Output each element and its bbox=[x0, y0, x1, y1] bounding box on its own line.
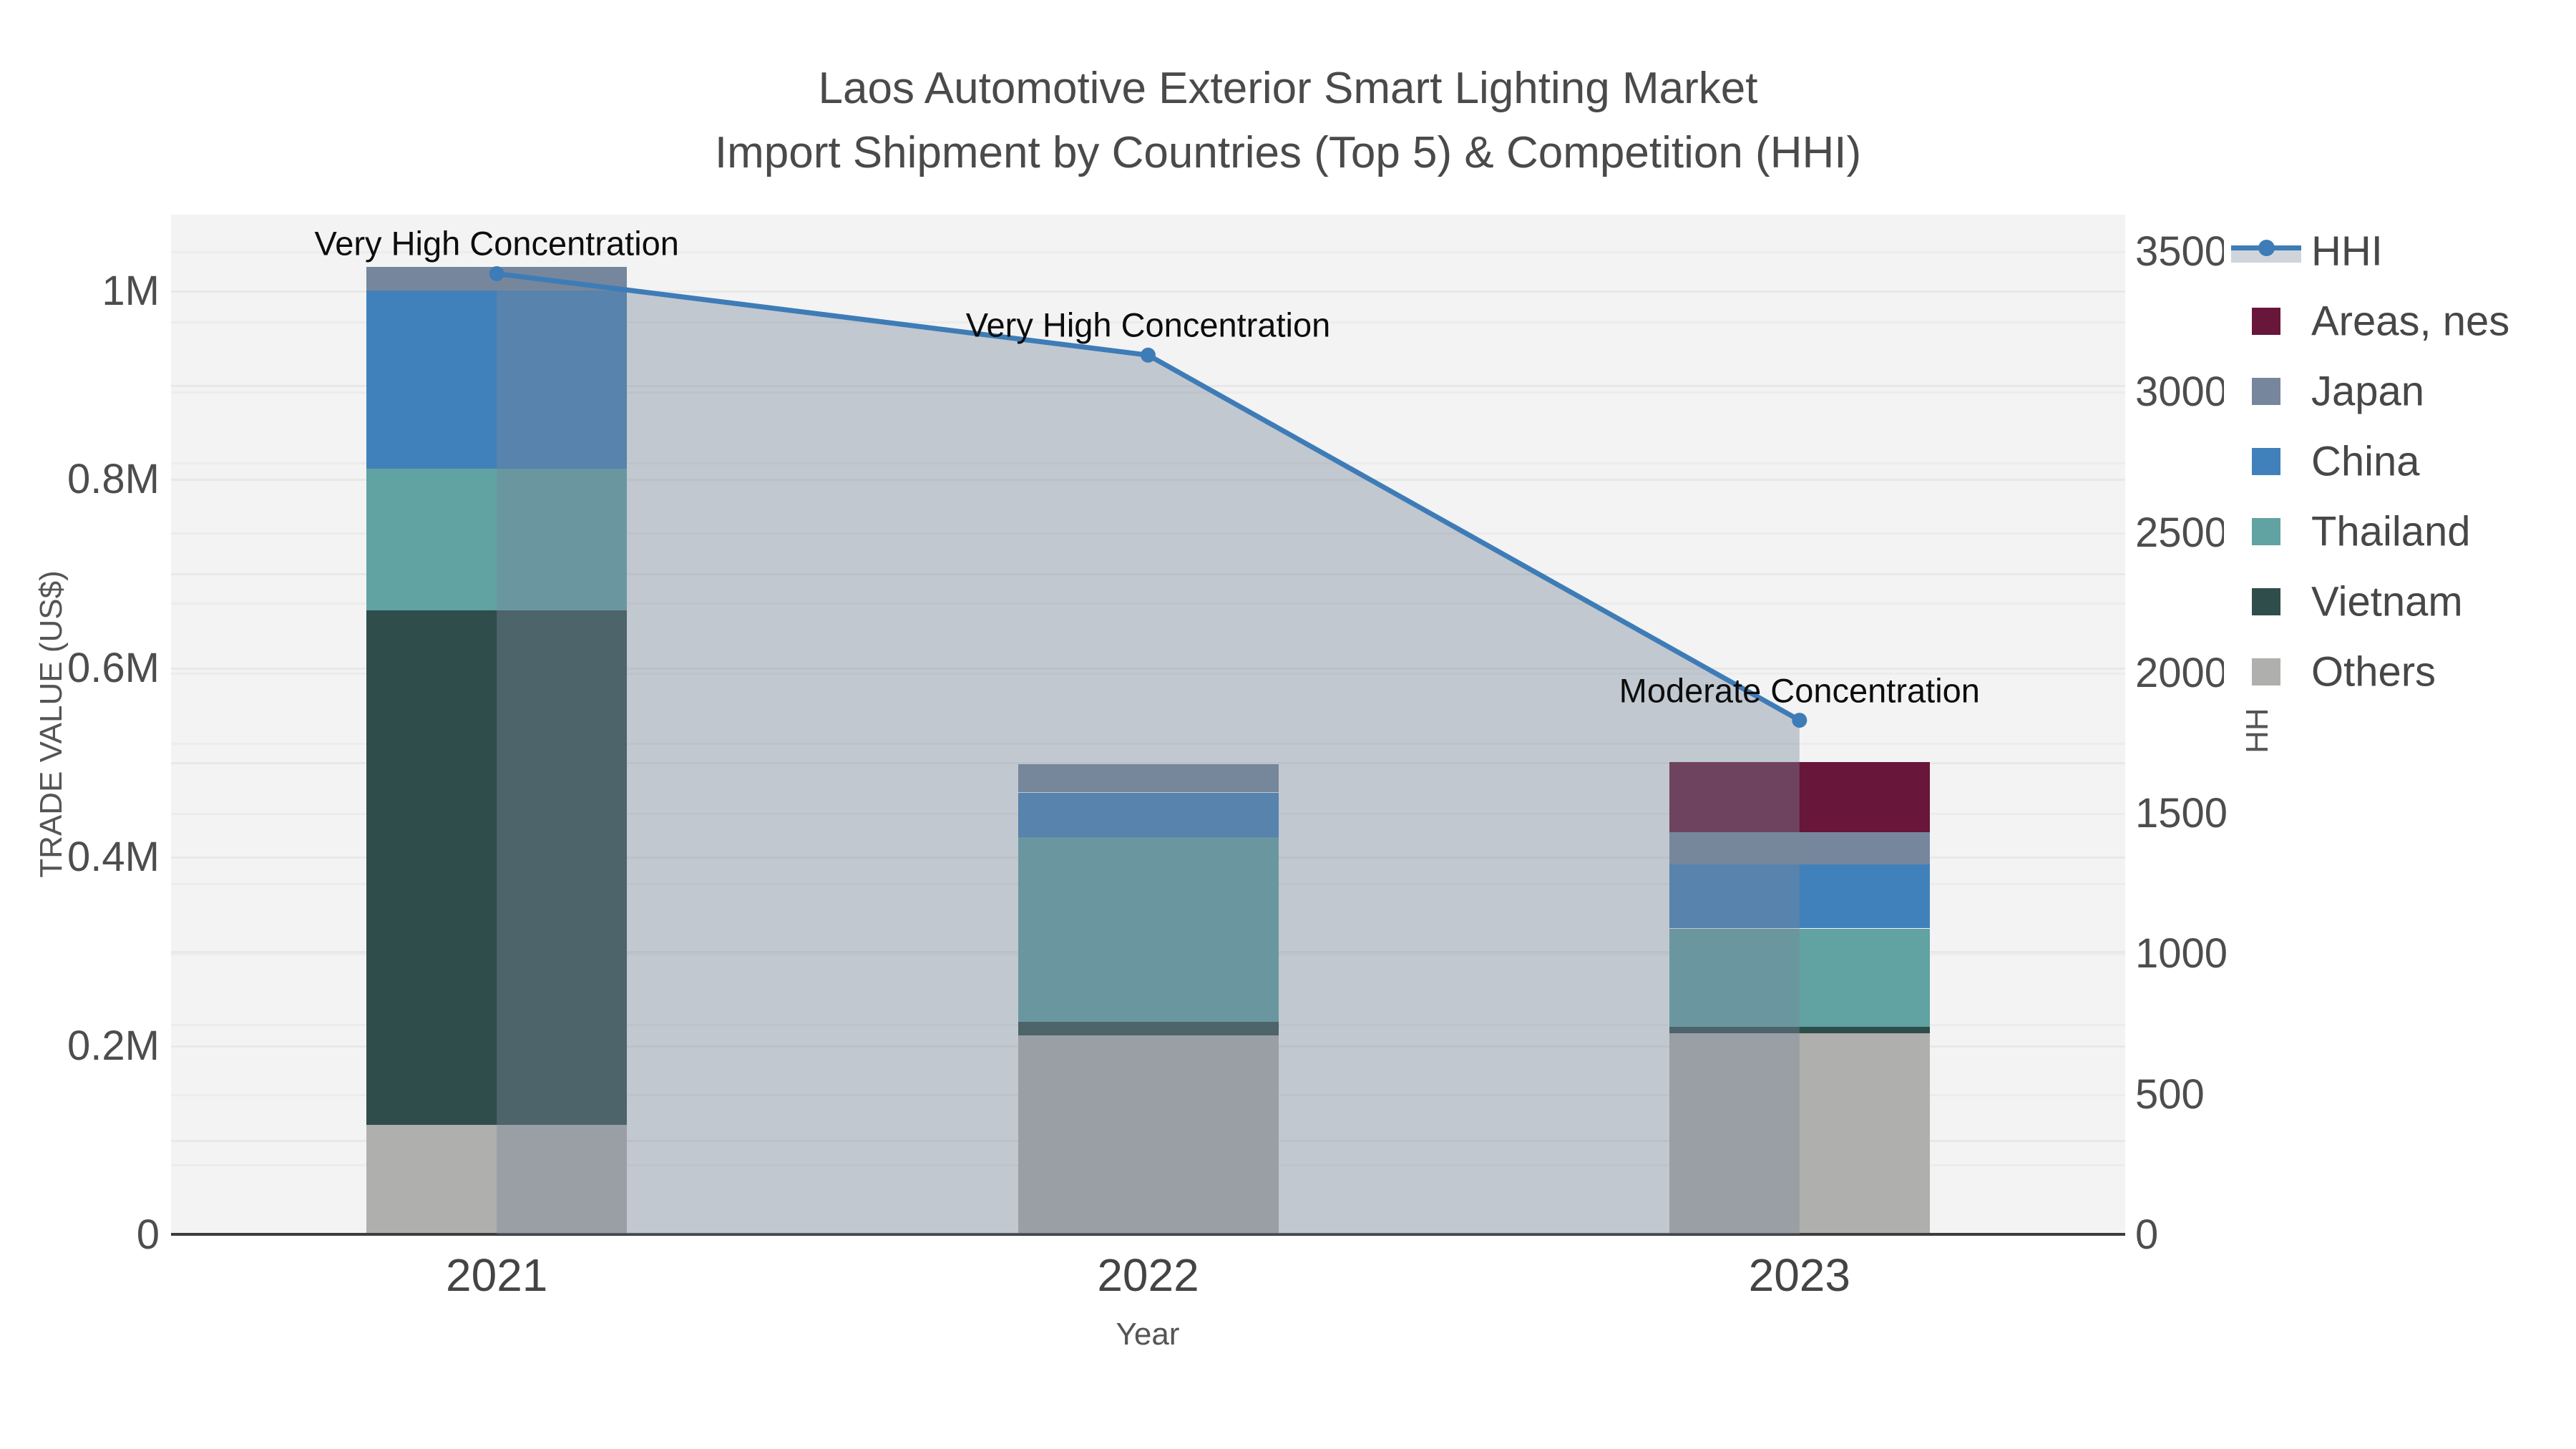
legend-label: Others bbox=[2311, 648, 2436, 696]
legend-swatch-icon bbox=[2252, 518, 2280, 545]
y-left-tick-label: 0 bbox=[136, 1211, 160, 1258]
chart-title-line2: Import Shipment by Countries (Top 5) & C… bbox=[714, 128, 1862, 177]
y-right-tick-label: 3000 bbox=[2135, 369, 2228, 416]
annotation-2022: Very High Concentration bbox=[965, 306, 1331, 344]
legend-label: Thailand bbox=[2311, 508, 2471, 555]
bar-2023-vietnam[interactable] bbox=[1669, 1026, 1930, 1033]
bar-2022-thailand[interactable] bbox=[1018, 836, 1279, 1023]
legend-label: Areas, nes bbox=[2311, 298, 2510, 345]
gridline bbox=[171, 762, 2125, 765]
x-tick-2023: 2023 bbox=[1748, 1249, 1850, 1301]
legend-label: Japan bbox=[2311, 368, 2425, 415]
legend-swatch-icon bbox=[2252, 378, 2280, 405]
x-tick-2022: 2022 bbox=[1097, 1249, 1199, 1301]
x-tick-2021: 2021 bbox=[446, 1249, 548, 1301]
bar-2021-others[interactable] bbox=[366, 1124, 628, 1234]
y-right-tick-label: 1500 bbox=[2135, 790, 2228, 837]
legend-item-thailand[interactable]: Thailand bbox=[2224, 497, 2576, 567]
gridline bbox=[171, 479, 2125, 482]
x-axis-line bbox=[171, 1233, 2125, 1236]
legend-item-hhi[interactable]: HHI bbox=[2224, 216, 2576, 286]
gridline bbox=[171, 668, 2125, 670]
bar-2022-others[interactable] bbox=[1018, 1035, 1279, 1234]
bar-2023-areas--nes[interactable] bbox=[1669, 762, 1930, 832]
chart-title-line1: Laos Automotive Exterior Smart Lighting … bbox=[818, 64, 1758, 113]
legend-swatch-icon bbox=[2252, 588, 2280, 615]
bar-2023-japan[interactable] bbox=[1669, 831, 1930, 864]
annotation-2021: Very High Concentration bbox=[314, 224, 679, 263]
hhi-marker-2022[interactable] bbox=[1141, 347, 1156, 363]
y-left-tick-label: 0.6M bbox=[67, 645, 160, 692]
x-axis-title: Year bbox=[1116, 1317, 1180, 1352]
annotation-2023: Moderate Concentration bbox=[1619, 671, 1980, 710]
y-left-tick-label: 0.4M bbox=[67, 834, 160, 881]
y-right-tick-label: 2000 bbox=[2135, 649, 2228, 696]
y-left-tick-label: 0.8M bbox=[67, 456, 160, 503]
bar-2021-china[interactable] bbox=[366, 290, 628, 469]
legend-swatch-icon bbox=[2252, 448, 2280, 475]
gridline bbox=[171, 290, 2125, 293]
y-right-tick-label: 3500 bbox=[2135, 228, 2228, 275]
hhi-marker-2023[interactable] bbox=[1792, 713, 1807, 728]
legend-label: Vietnam bbox=[2311, 578, 2463, 625]
hhi-area-fill bbox=[497, 273, 1800, 1235]
legend: HHI Areas, nes Japan China Thailand Vietnam Ot… bbox=[2224, 216, 2576, 707]
y-right-tick-label: 2500 bbox=[2135, 509, 2228, 556]
legend-label: China bbox=[2311, 438, 2420, 485]
legend-item-china[interactable]: China bbox=[2224, 426, 2576, 497]
legend-swatch-icon bbox=[2252, 658, 2280, 686]
bar-2023-china[interactable] bbox=[1669, 864, 1930, 929]
hhi-marker-2021[interactable] bbox=[489, 265, 504, 281]
bar-2023-others[interactable] bbox=[1669, 1033, 1930, 1234]
y-right-tick-label: 500 bbox=[2135, 1070, 2205, 1118]
legend-label: HHI bbox=[2311, 228, 2383, 275]
bar-2022-japan[interactable] bbox=[1018, 763, 1279, 793]
bar-2021-vietnam[interactable] bbox=[366, 610, 628, 1125]
legend-item-vietnam[interactable]: Vietnam bbox=[2224, 567, 2576, 637]
y-right-tick-label: 0 bbox=[2135, 1211, 2159, 1258]
legend-swatch-icon bbox=[2252, 308, 2280, 335]
bar-2021-thailand[interactable] bbox=[366, 468, 628, 610]
legend-item-areas--nes[interactable]: Areas, nes bbox=[2224, 286, 2576, 356]
legend-item-japan[interactable]: Japan bbox=[2224, 356, 2576, 426]
bar-2022-vietnam[interactable] bbox=[1018, 1022, 1279, 1035]
hhi-legend-sample-icon bbox=[2231, 235, 2301, 267]
gridline bbox=[171, 573, 2125, 576]
y-right-tick-label: 1000 bbox=[2135, 930, 2228, 977]
bar-2023-thailand[interactable] bbox=[1669, 928, 1930, 1027]
legend-item-others[interactable]: Others bbox=[2224, 637, 2576, 707]
bar-2022-china[interactable] bbox=[1018, 792, 1279, 837]
gridline bbox=[171, 384, 2125, 387]
y-left-tick-label: 0.2M bbox=[67, 1023, 160, 1070]
y-left-tick-label: 1M bbox=[102, 267, 160, 314]
